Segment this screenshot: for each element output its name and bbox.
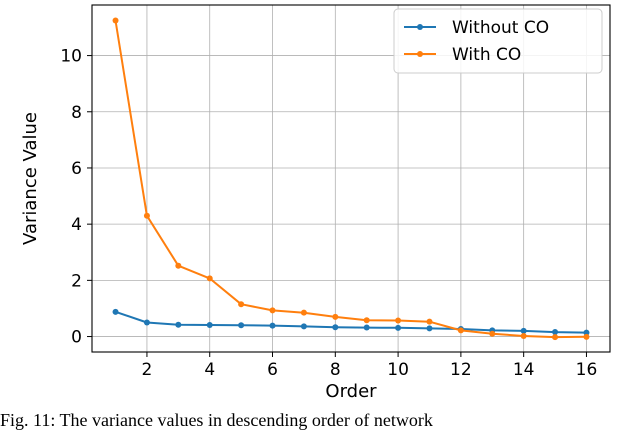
data-point	[363, 324, 370, 331]
data-point	[175, 262, 182, 269]
y-tick-label: 8	[71, 103, 82, 123]
plot-frame	[91, 4, 611, 353]
data-point	[238, 322, 245, 329]
data-point	[426, 325, 433, 332]
data-point	[552, 329, 559, 336]
data-point	[300, 323, 307, 330]
data-point	[520, 332, 527, 339]
legend: Without CO With CO	[393, 8, 603, 74]
legend-box	[393, 8, 603, 74]
y-tick-label: 0	[71, 328, 82, 348]
y-tick-label: 10	[60, 47, 82, 67]
y-tick-label: 6	[71, 159, 82, 179]
series-line	[114, 20, 587, 339]
x-tick-label: 2	[142, 360, 153, 380]
x-tick-label: 8	[330, 360, 341, 380]
legend-item: Without CO	[404, 18, 549, 38]
y-tick-label: 2	[71, 271, 82, 291]
data-point	[457, 327, 464, 334]
data-point	[269, 307, 276, 314]
data-point	[175, 321, 182, 328]
data-point	[112, 17, 119, 24]
legend-label: With CO	[452, 45, 521, 65]
legend-label: Without CO	[452, 18, 549, 38]
figure-caption: Fig. 11: The variance values in descendi…	[0, 410, 433, 430]
x-tick-label: 12	[450, 360, 472, 380]
data-point	[269, 322, 276, 329]
series-layer	[112, 17, 590, 341]
data-point	[332, 324, 339, 331]
x-tick-label: 6	[267, 360, 278, 380]
data-point	[112, 308, 119, 315]
data-point	[395, 324, 402, 331]
line-chart: 2 4 6 8 10 12 14 16 0 2 4 6 8 10 Order Variance Value…	[20, 4, 611, 402]
ticks: 2 4 6 8 10 12 14 16 0 2 4 6 8 10	[60, 47, 597, 380]
data-point	[363, 317, 370, 324]
series-1	[112, 308, 590, 336]
data-point	[395, 317, 402, 324]
series-2	[112, 17, 590, 341]
data-point	[143, 212, 150, 219]
data-point	[520, 327, 527, 334]
legend-item: With CO	[404, 45, 521, 65]
data-point	[426, 318, 433, 325]
data-point	[238, 301, 245, 308]
data-point	[332, 313, 339, 320]
x-tick-label: 10	[387, 360, 409, 380]
data-point	[143, 319, 150, 326]
x-tick-label: 4	[204, 360, 215, 380]
legend-swatch-marker	[417, 51, 423, 57]
data-point	[552, 334, 559, 341]
y-tick-label: 4	[71, 215, 82, 235]
data-point	[489, 330, 496, 337]
data-point	[583, 333, 590, 340]
x-axis-title: Order	[325, 381, 377, 402]
data-point	[206, 322, 213, 329]
legend-swatch-marker	[417, 24, 423, 30]
series-line	[115, 310, 587, 334]
x-tick-label: 14	[513, 360, 535, 380]
data-point	[300, 309, 307, 316]
data-point	[583, 329, 590, 336]
y-axis-title: Variance Value	[20, 112, 41, 245]
x-tick-label: 16	[576, 360, 598, 380]
data-point	[206, 275, 213, 282]
